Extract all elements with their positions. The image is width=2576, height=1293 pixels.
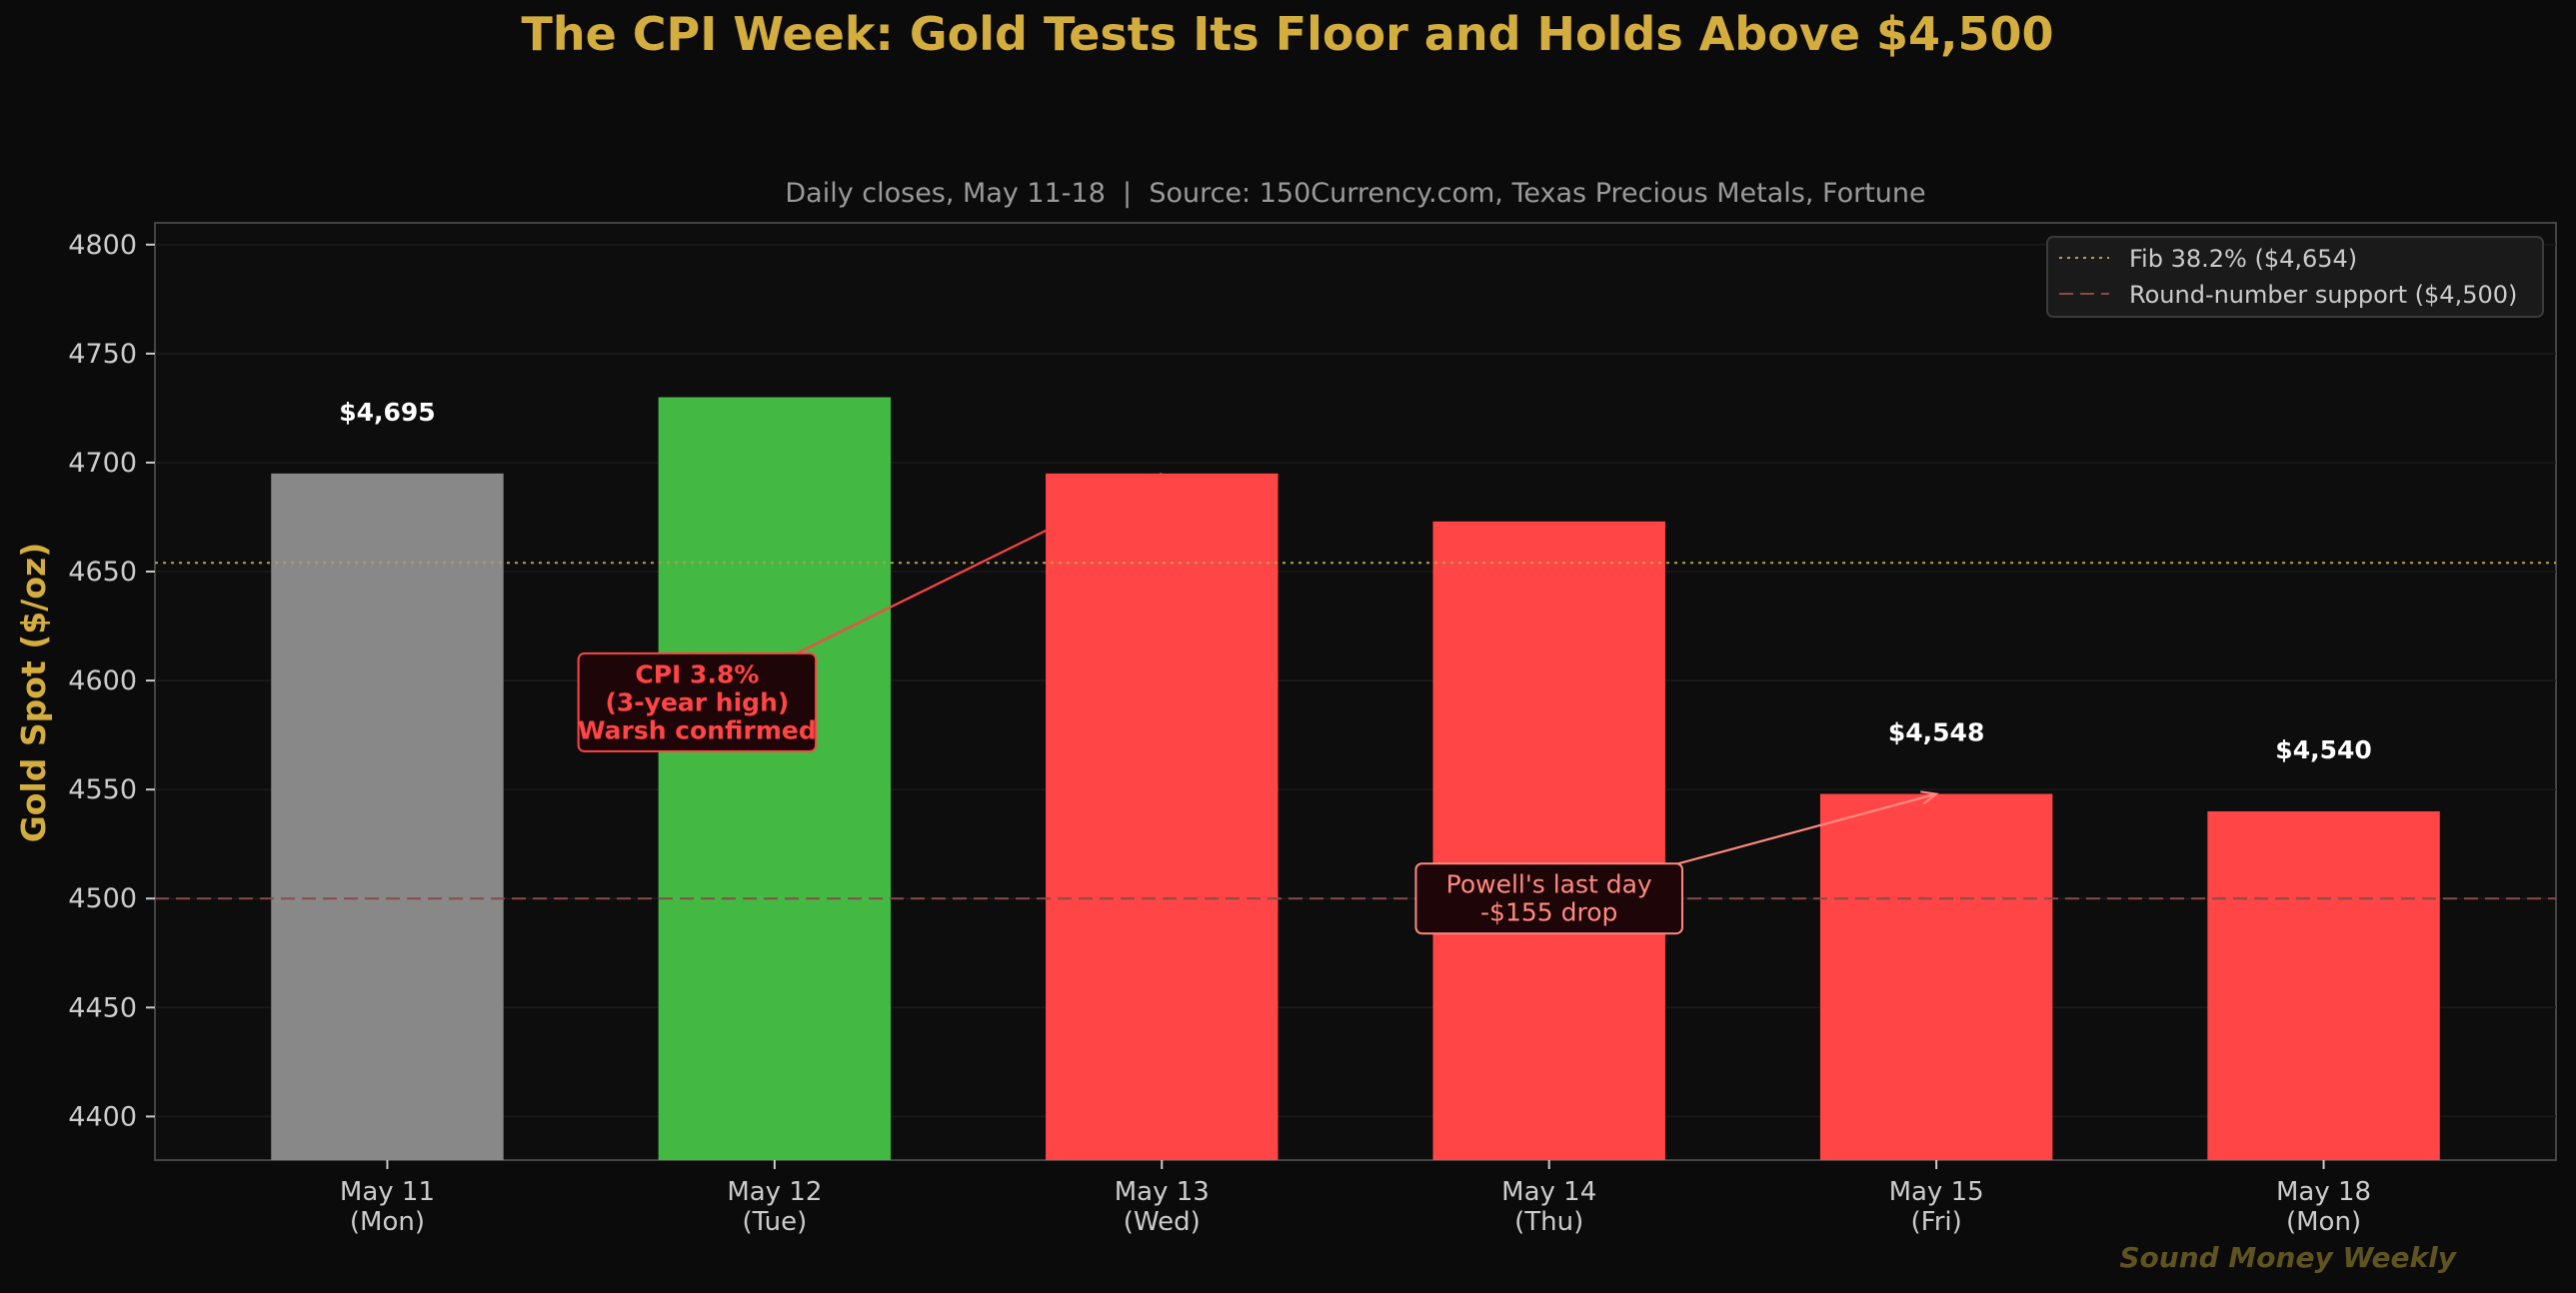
plot-area: 4400 4450 4500 4550 4600 4650 4700 4750 4800 May …	[68, 222, 2557, 1237]
y-tick-label: 4500	[68, 883, 137, 914]
y-tick-label: 4650	[68, 557, 137, 588]
bar	[1432, 521, 1665, 1160]
annotation-text: CPI 3.8% (3-year high) Warsh confirmed	[578, 659, 817, 744]
annotation-text: Powell's last day -$155 drop	[1446, 870, 1652, 927]
bar-value-label: $4,540	[2275, 735, 2371, 764]
y-tick-label: 4750	[68, 339, 137, 370]
x-tick-label: May 14 (Thu)	[1501, 1177, 1596, 1237]
legend-box	[2046, 236, 2544, 318]
x-tick-label: May 18 (Mon)	[2276, 1177, 2371, 1237]
bar-value-label: $4,548	[1888, 718, 1984, 747]
y-tick-label: 4700	[68, 448, 137, 479]
y-axis-label: Gold Spot ($/oz)	[14, 543, 53, 843]
legend-label: Fib 38.2% ($4,654)	[2129, 245, 2357, 273]
watermark: Sound Money Weekly	[2119, 1241, 2457, 1274]
x-tick-label: May 12 (Tue)	[727, 1177, 822, 1237]
chart-subtitle: Daily closes, May 11-18 | Source: 150Cur…	[785, 178, 1925, 209]
y-tick-label: 4550	[68, 774, 137, 805]
y-tick-label: 4450	[68, 992, 137, 1023]
y-tick-label: 4800	[68, 230, 137, 261]
legend-label: Round-number support ($4,500)	[2129, 281, 2517, 309]
bar	[271, 473, 504, 1160]
bar-value-label: $4,695	[339, 398, 435, 427]
annotation-arrowhead	[1920, 790, 1939, 805]
x-tick-label: May 13 (Wed)	[1115, 1177, 1210, 1237]
x-tick-label: May 15 (Fri)	[1889, 1177, 1984, 1237]
bar	[658, 397, 892, 1161]
bar	[1819, 793, 2053, 1160]
chart-title: The CPI Week: Gold Tests Its Floor and H…	[521, 7, 2053, 61]
bar	[1046, 473, 1279, 1160]
y-tick-label: 4600	[68, 665, 137, 696]
plot-frame	[154, 222, 2557, 1161]
y-tick-label: 4400	[68, 1101, 137, 1132]
x-tick-label: May 11 (Mon)	[340, 1177, 435, 1237]
annotation-box	[1414, 862, 1683, 935]
annotation-box	[577, 651, 818, 752]
bar	[2207, 810, 2440, 1160]
